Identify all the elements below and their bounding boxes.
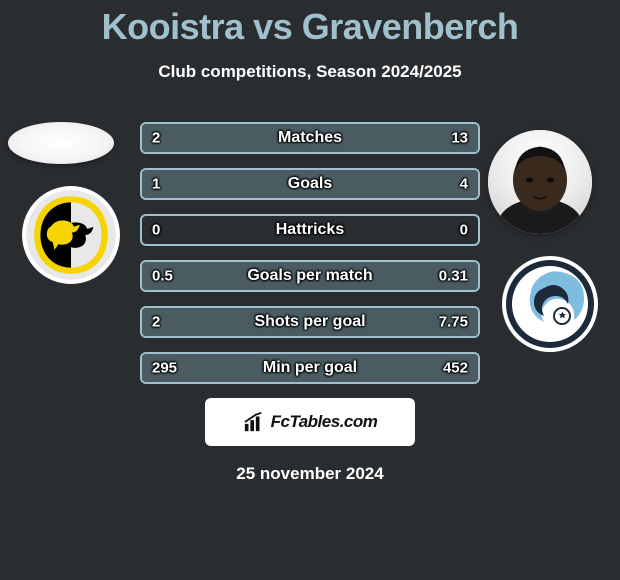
player-right-avatar xyxy=(488,130,592,234)
stat-row-hattricks: 0 Hattricks 0 xyxy=(140,214,480,246)
stat-label: Goals per match xyxy=(142,267,478,285)
club-right-badge xyxy=(500,254,600,354)
player-left-avatar xyxy=(8,122,114,164)
brand-text: FcTables.com xyxy=(271,412,378,432)
stat-row-matches: 2 Matches 13 xyxy=(140,122,480,154)
stat-right-value: 452 xyxy=(443,360,468,377)
brand-chart-icon xyxy=(243,411,265,433)
stat-row-goals-per-match: 0.5 Goals per match 0.31 xyxy=(140,260,480,292)
stat-label: Goals xyxy=(142,175,478,193)
stat-label: Shots per goal xyxy=(142,313,478,331)
page-title: Kooistra vs Gravenberch xyxy=(0,0,620,48)
stat-label: Min per goal xyxy=(142,359,478,377)
stat-row-goals: 1 Goals 4 xyxy=(140,168,480,200)
stat-row-min-per-goal: 295 Min per goal 452 xyxy=(140,352,480,384)
stat-row-shots-per-goal: 2 Shots per goal 7.75 xyxy=(140,306,480,338)
stat-label: Hattricks xyxy=(142,221,478,239)
brand-pill[interactable]: FcTables.com xyxy=(205,398,415,446)
stat-right-value: 0.31 xyxy=(439,268,468,285)
subtitle: Club competitions, Season 2024/2025 xyxy=(0,62,620,82)
stat-bars: 2 Matches 13 1 Goals 4 0 Hattricks 0 0.5… xyxy=(140,122,480,384)
club-left-badge xyxy=(20,184,122,286)
comparison-panel: 2 Matches 13 1 Goals 4 0 Hattricks 0 0.5… xyxy=(0,122,620,384)
stat-right-value: 4 xyxy=(460,176,468,193)
stat-right-value: 13 xyxy=(451,130,468,147)
stat-right-value: 7.75 xyxy=(439,314,468,331)
footer-date: 25 november 2024 xyxy=(0,464,620,484)
stat-right-value: 0 xyxy=(460,222,468,239)
stat-label: Matches xyxy=(142,129,478,147)
